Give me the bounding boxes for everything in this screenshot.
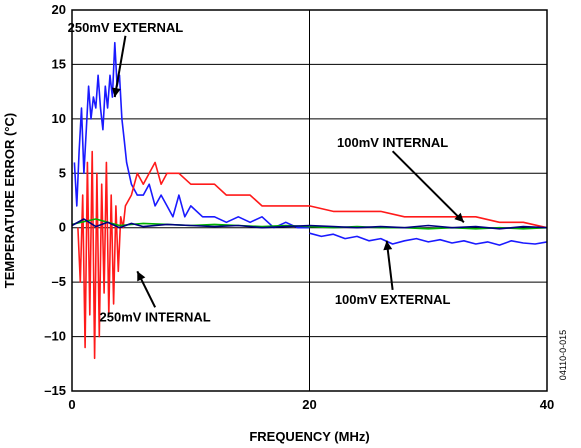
y-axis-label: TEMPERATURE ERROR (°C) [2, 113, 17, 288]
y-tick-label: –15 [44, 383, 66, 398]
gridlines [71, 9, 548, 392]
y-tick-label: –10 [44, 329, 66, 344]
series-line-5 [309, 232, 548, 246]
y-tick-label: –5 [52, 274, 66, 289]
tick-labels: –15 –10 –5 0 5 10 15 20 0 20 40 [44, 2, 554, 412]
x-axis-label: FREQUENCY (MHz) [249, 429, 369, 444]
x-tick-label: 20 [302, 397, 316, 412]
y-tick-label: 15 [52, 56, 66, 71]
series-line-4 [71, 218, 548, 230]
series-line-3 [71, 218, 548, 230]
annotation-arrowhead [383, 240, 393, 251]
annotations: 250mV EXTERNAL 100mV INTERNAL 250mV INTERN… [68, 20, 465, 324]
annotation-label: 250mV INTERNAL [100, 309, 211, 324]
annotation-arrowhead [137, 271, 146, 282]
plot-frame [71, 9, 548, 392]
series-line-1 [73, 41, 310, 229]
x-tick-label: 0 [68, 397, 75, 412]
annotation-arrowhead [111, 87, 121, 98]
y-tick-label: 20 [52, 2, 66, 17]
y-tick-label: 10 [52, 111, 66, 126]
annotation-label: 100mV EXTERNAL [335, 292, 451, 307]
annotation-label: 250mV EXTERNAL [68, 20, 184, 35]
annotation-arrowhead [454, 212, 464, 223]
y-tick-label: 0 [59, 220, 66, 235]
annotation-arrow-line [113, 35, 127, 98]
x-tick-label: 40 [540, 397, 554, 412]
figure-id: 04110-0-015 [558, 330, 568, 380]
series-line-2 [77, 150, 548, 360]
annotation-arrow-line [391, 150, 465, 223]
series-group [71, 41, 548, 360]
annotation-label: 100mV INTERNAL [337, 135, 448, 150]
y-tick-label: 5 [59, 165, 66, 180]
